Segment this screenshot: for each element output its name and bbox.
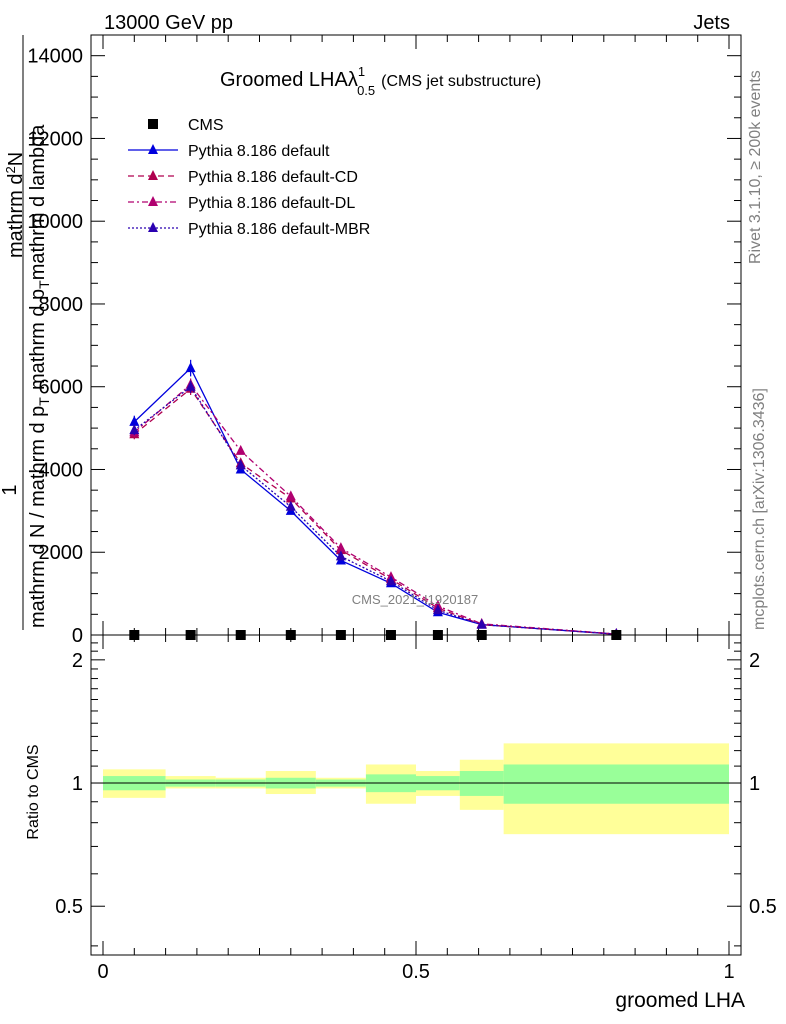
legend-label-cms: CMS [188, 117, 224, 134]
ratio-ylabel: Ratio to CMS [25, 744, 42, 839]
ylabel-d2n: mathrm d2N [3, 152, 27, 258]
ratio-bands [103, 743, 729, 835]
main-ylabel: 1 mathrm d N / mathrm d pT mathrm d2N ma… [0, 35, 52, 630]
ratio-xtick-label: 0.5 [402, 961, 430, 983]
ratio-ytick-label-right: 1 [749, 773, 760, 795]
series-point [285, 500, 296, 511]
ylabel-one: 1 [0, 484, 21, 495]
ratio-xtick-label: 0 [97, 961, 108, 983]
series-line-3 [133, 385, 617, 635]
series-point [476, 618, 487, 629]
main-y-ticks: 0 2000 4000 6000 8000 10000 12000 14000 [27, 34, 741, 647]
main-ytick-label: 4000 [39, 459, 84, 481]
analysis-watermark: CMS_2021_I1920187 [352, 592, 479, 607]
series-point [285, 490, 296, 501]
legend-label-cd: Pythia 8.186 default-CD [188, 169, 358, 186]
main-ytick-label: 12000 [27, 128, 83, 150]
legend-label-dl: Pythia 8.186 default-DL [188, 195, 355, 212]
ylabel-dn-dpt: mathrm d N / mathrm d pT [27, 397, 52, 628]
ratio-ytick-label: 0.5 [55, 896, 83, 918]
series-point [235, 459, 246, 470]
series-point [235, 444, 246, 455]
series-point [129, 424, 140, 435]
x-axis-label: groomed LHA [615, 989, 745, 1012]
series-point [335, 542, 346, 553]
legend-marker-cms [148, 119, 158, 129]
mcplots-label: mcplots.cern.ch [arXiv:1306.3436] [751, 388, 768, 630]
ylabel-dpt-dlambda: mathrm d pTmathrm d lambda [27, 124, 52, 390]
main-ytick-label: 6000 [39, 377, 84, 399]
header-energy: 13000 GeV pp [104, 12, 233, 34]
series-point [432, 604, 443, 615]
main-ytick-label: 10000 [27, 211, 83, 233]
legend-marker-3 [148, 222, 158, 232]
series-point [185, 362, 196, 373]
series-point [129, 415, 140, 426]
ratio-x-ticks: 0 0.5 1 [97, 635, 735, 983]
ratio-xtick-label: 1 [723, 961, 734, 983]
legend-marker-0 [148, 144, 158, 154]
header-process: Jets [693, 12, 730, 34]
ratio-ytick-label: 1 [72, 773, 83, 795]
ratio-ytick-label-right: 2 [749, 650, 760, 672]
main-ytick-label: 2000 [39, 542, 84, 564]
chart-title: Groomed LHAλ1 0.5(CMS jet substructure) [220, 64, 541, 98]
legend-marker-1 [148, 170, 158, 180]
legend-marker-2 [148, 196, 158, 206]
ratio-ytick-label-right: 0.5 [749, 896, 777, 918]
main-ytick-label: 0 [72, 625, 83, 647]
main-ytick-label: 14000 [27, 46, 83, 68]
ratio-y-ticks: 0.5 0.5 1 1 2 2 [55, 642, 777, 947]
main-ytick-label: 8000 [39, 294, 84, 316]
legend: CMS Pythia 8.186 default Pythia 8.186 de… [128, 117, 370, 238]
legend-label-mbr: Pythia 8.186 default-MBR [188, 221, 370, 238]
rivet-label: Rivet 3.1.10, ≥ 200k events [747, 70, 764, 264]
ratio-band-inner [503, 764, 729, 804]
ratio-ytick-label: 2 [72, 650, 83, 672]
series-point [185, 380, 196, 391]
legend-label-default: Pythia 8.186 default [188, 143, 330, 160]
main-series [129, 359, 622, 640]
series-point [385, 575, 396, 586]
series-point [335, 550, 346, 561]
